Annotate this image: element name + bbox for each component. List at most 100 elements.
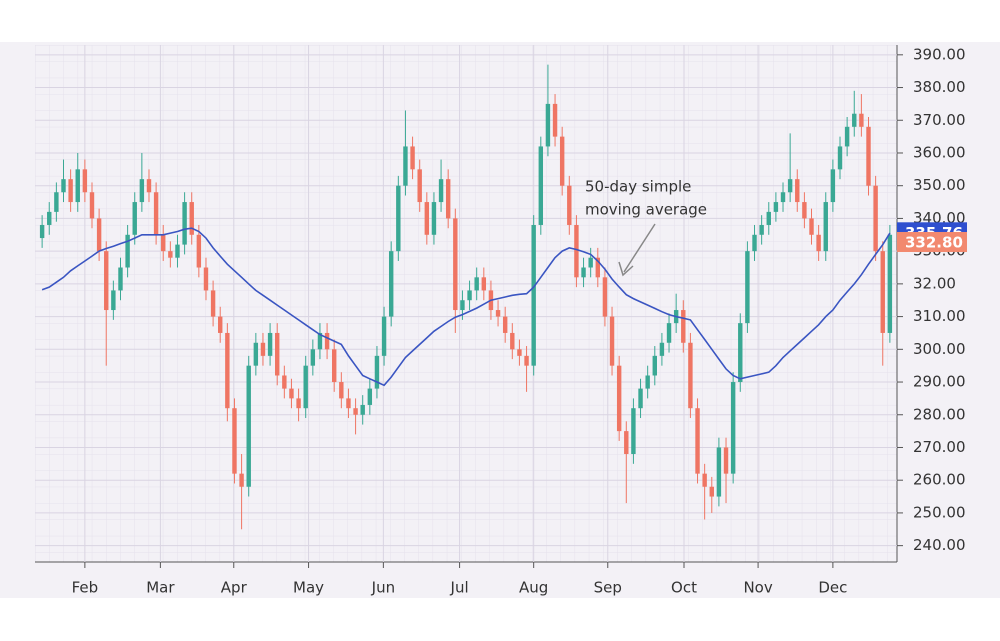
candle-body (260, 342, 266, 356)
candle-body (659, 342, 665, 356)
y-tick-label: 380.00 (913, 78, 966, 96)
x-tick-label: Dec (818, 579, 847, 597)
candle-body (96, 218, 102, 252)
candle-body (403, 146, 408, 186)
candle-body (467, 290, 472, 301)
candle-body (524, 355, 529, 366)
candle-body (574, 224, 579, 278)
candle-body (880, 251, 885, 333)
candle-body (510, 332, 515, 350)
y-tick-label: 32.00 (913, 274, 956, 292)
candle-body (816, 234, 821, 252)
candle-body (873, 185, 878, 252)
candle-body (752, 234, 757, 252)
candle-body (388, 251, 394, 317)
candle-body (795, 179, 800, 203)
candle-body (317, 332, 323, 350)
y-tick-label: 310.00 (913, 307, 966, 325)
candle-body (225, 332, 230, 409)
candle-body (324, 332, 330, 350)
candle-body (118, 267, 123, 291)
candle-body (253, 342, 259, 366)
candle-body (844, 126, 850, 147)
candle-body (218, 316, 223, 333)
candle-body (766, 211, 771, 225)
price-label-box (897, 231, 967, 252)
candle-body (75, 169, 80, 203)
candle-body (161, 234, 166, 252)
candle-body (282, 375, 287, 389)
x-tick-label: May (293, 579, 324, 597)
candle-body (189, 202, 194, 235)
candle-body (552, 103, 558, 137)
candle-body (168, 251, 173, 258)
minor-grid (35, 45, 897, 562)
y-tick-label: 300.00 (913, 340, 966, 358)
candle-body (595, 257, 601, 278)
candle-body (210, 290, 216, 317)
x-tick-label: Jun (371, 579, 395, 597)
x-tick-label: Jul (450, 579, 469, 597)
candle-body (360, 404, 365, 415)
candle-body (723, 447, 729, 474)
candle-body (538, 146, 544, 225)
candle-body (82, 169, 88, 193)
candle-body (624, 431, 629, 455)
moving-average-line (41, 227, 891, 387)
annotation-arrowhead (618, 261, 634, 277)
candle-body (303, 365, 308, 409)
candle-body (346, 398, 351, 409)
candle-body (481, 277, 487, 291)
candle-body (652, 355, 657, 376)
candle-body (61, 179, 66, 193)
candle-body (47, 211, 52, 225)
candle-body (631, 408, 636, 455)
candle-body (267, 332, 273, 356)
candle-body (453, 218, 458, 311)
candle-body (709, 486, 714, 497)
x-tick-label: Oct (671, 579, 697, 597)
candle-body (275, 332, 280, 376)
candle-body (445, 179, 451, 219)
candle-body (545, 103, 551, 147)
candle-body (681, 310, 686, 343)
x-tick-label: Apr (221, 579, 248, 597)
candles (39, 64, 893, 530)
x-tick-label: Aug (519, 579, 548, 597)
candle-body (431, 202, 437, 235)
candle-body (310, 349, 316, 366)
candle-body (802, 202, 807, 219)
candle-body (232, 408, 237, 474)
candle-body (460, 300, 465, 311)
candle-body (153, 192, 159, 235)
candle-body (866, 126, 871, 186)
annotation-arrow (623, 223, 656, 273)
candle-body (104, 251, 109, 311)
candle-body (89, 192, 95, 219)
candle-body (823, 202, 828, 252)
candle-body (837, 146, 843, 170)
candle-body (495, 310, 501, 317)
candle-body (289, 388, 294, 399)
candle-body (438, 179, 444, 203)
candle-body (111, 290, 116, 311)
candle-body (852, 113, 857, 127)
candle-body (54, 192, 59, 212)
candle-body (830, 169, 836, 203)
candle-body (474, 277, 479, 291)
x-tick-label: Nov (743, 579, 772, 597)
candle-body (602, 277, 608, 317)
candle-body (787, 179, 793, 193)
y-tick-label: 280.00 (913, 405, 966, 423)
candle-body (581, 267, 586, 278)
y-tick-label: 290.00 (913, 373, 966, 391)
candle-body (424, 202, 430, 235)
y-tick-label: 250.00 (913, 503, 966, 521)
candle-body (716, 447, 722, 497)
candle-body (559, 136, 565, 186)
y-tick-label: 350.00 (913, 176, 966, 194)
y-tick-label: 240.00 (913, 536, 966, 554)
candle-body (780, 192, 786, 203)
